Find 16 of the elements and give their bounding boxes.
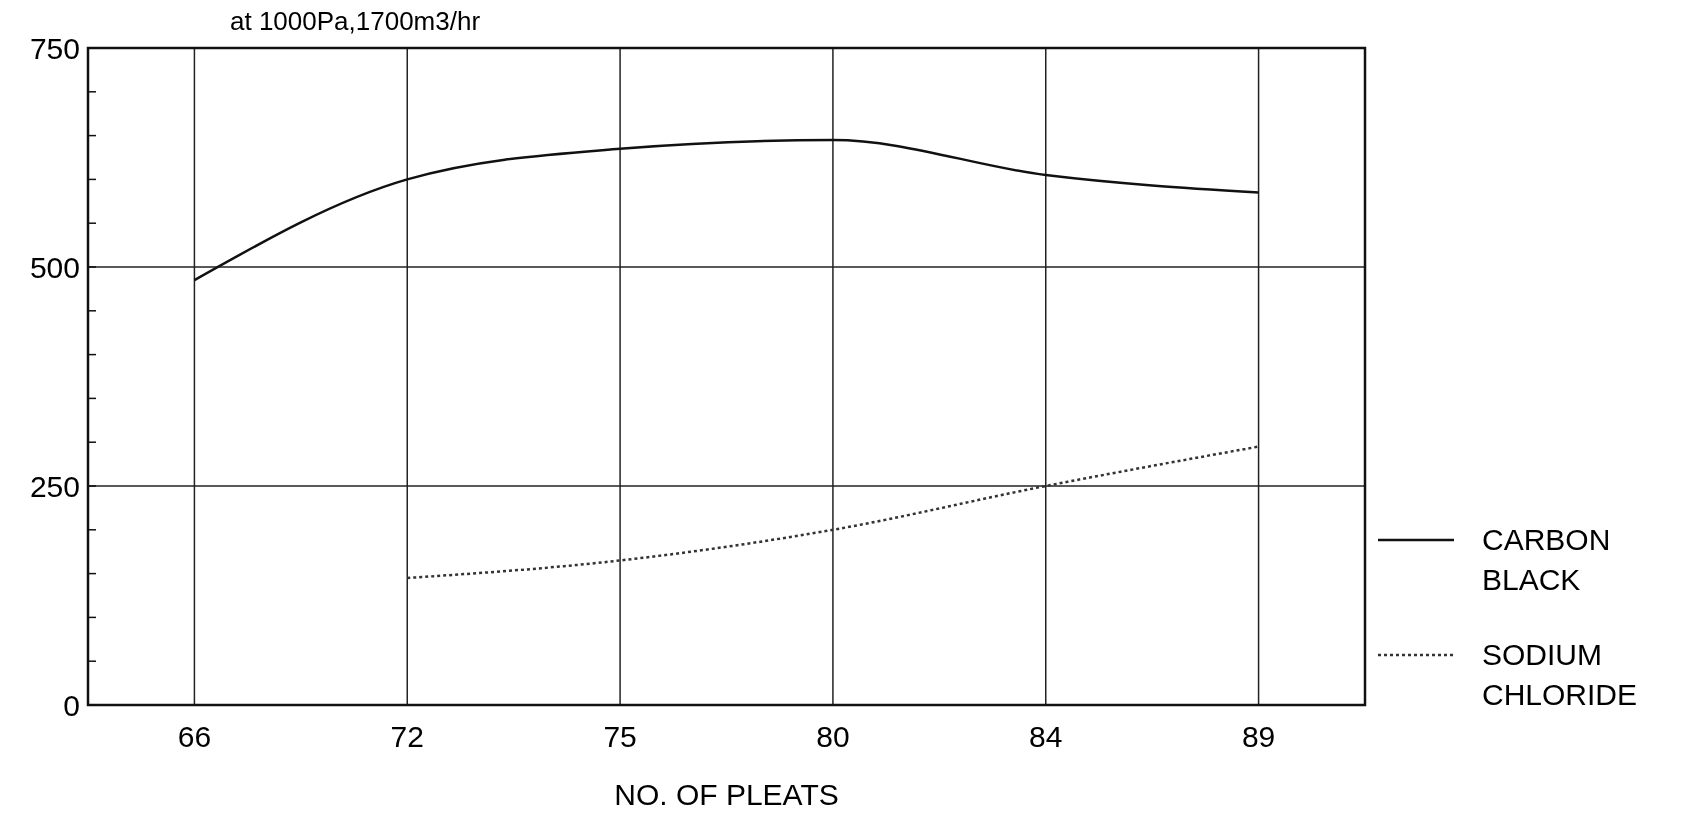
x-tick-label: 66	[177, 720, 212, 753]
legend-label: SODIUM CHLORIDE	[1482, 638, 1638, 711]
line-series	[193, 138, 1260, 282]
x-axis-title: NO. OF PLEATS	[614, 778, 839, 811]
x-tick-label: 80	[816, 720, 850, 753]
y-tick-label: 0	[63, 688, 80, 722]
chart-title: at 1000Pa,1700m3/hr	[230, 6, 481, 36]
x-tick-label: 84	[1029, 720, 1063, 753]
y-tick-label: 500	[29, 250, 80, 284]
y-tick-label: 250	[29, 469, 80, 503]
y-tick-label: 750	[29, 31, 80, 65]
x-tick-label: 72	[390, 720, 424, 753]
x-tick-label: 75	[603, 720, 637, 753]
x-tick-label: 89	[1241, 720, 1276, 753]
legend-label: CARBON BLACK	[1482, 523, 1611, 596]
line-series	[406, 445, 1260, 580]
